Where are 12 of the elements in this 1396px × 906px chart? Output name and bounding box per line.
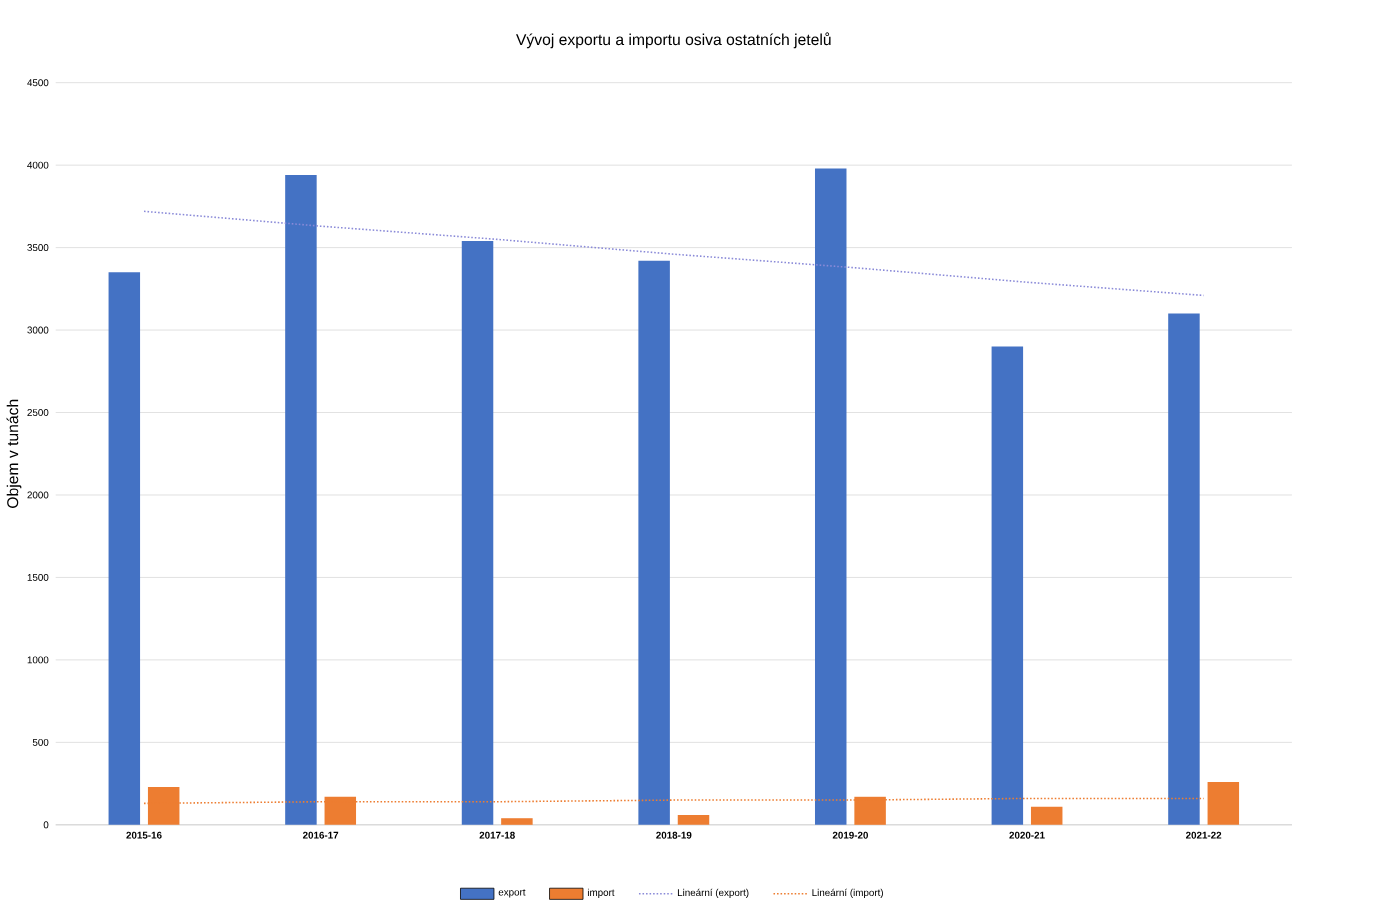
- bar: [461, 240, 494, 825]
- bar: [1030, 806, 1063, 825]
- line-series: [143, 210, 1205, 296]
- bar: [1207, 781, 1240, 825]
- bar: [991, 346, 1024, 825]
- bar: [814, 168, 847, 825]
- bar: [677, 814, 710, 825]
- bar: [1168, 313, 1200, 825]
- bar: [638, 260, 670, 825]
- bar: [501, 817, 533, 825]
- bar: [108, 272, 141, 825]
- bar: [285, 174, 317, 825]
